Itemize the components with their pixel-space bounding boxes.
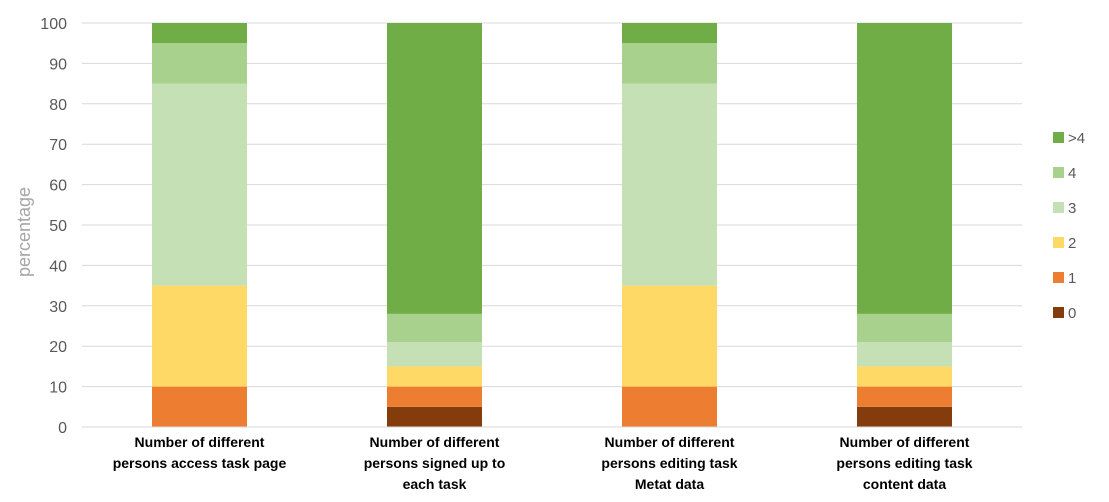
- bar-segment: [387, 23, 482, 314]
- x-category-label: Number of different: [135, 434, 265, 450]
- bar-segment: [152, 23, 247, 44]
- legend-label: >4: [1068, 130, 1085, 147]
- y-axis-tick-labels: 0 10 20 30 40 50 60 70 80 90 100: [40, 16, 67, 437]
- bar-segment: [387, 342, 482, 367]
- x-category-label: Number of different: [370, 434, 500, 450]
- bar-segment: [857, 366, 952, 387]
- y-tick-label: 70: [49, 137, 67, 154]
- bar-segment: [622, 23, 717, 44]
- y-axis-label: percentage: [14, 187, 34, 277]
- bar-segment: [387, 366, 482, 387]
- bar-segment: [152, 83, 247, 286]
- y-tick-label: 40: [49, 258, 67, 275]
- y-tick-label: 60: [49, 178, 67, 195]
- bar-segment: [152, 285, 247, 387]
- bar-segment: [857, 406, 952, 427]
- legend-swatch: [1053, 132, 1064, 143]
- x-category-label: persons access task page: [113, 455, 287, 471]
- x-axis-category-labels: Number of different persons access task p…: [113, 434, 973, 492]
- bar-segment: [857, 342, 952, 367]
- legend-swatch: [1053, 202, 1064, 213]
- legend-label: 0: [1068, 305, 1076, 322]
- bar-segment: [387, 313, 482, 343]
- bar-segment: [622, 386, 717, 427]
- x-category-label: content data: [863, 476, 946, 492]
- x-category-label: Number of different: [605, 434, 735, 450]
- x-category-label: persons signed up to: [364, 455, 506, 471]
- legend-label: 2: [1068, 235, 1076, 252]
- y-tick-label: 100: [40, 16, 67, 33]
- legend-label: 1: [1068, 270, 1076, 287]
- x-category-label: persons editing task: [836, 455, 972, 471]
- legend-swatch: [1053, 272, 1064, 283]
- x-category-label: persons editing task: [601, 455, 737, 471]
- legend-swatch: [1053, 167, 1064, 178]
- bar-segment: [857, 313, 952, 343]
- legend-label: 4: [1068, 165, 1076, 182]
- y-tick-label: 50: [49, 218, 67, 235]
- bars: [152, 23, 952, 427]
- bar-segment: [387, 406, 482, 427]
- legend-swatch: [1053, 307, 1064, 318]
- y-tick-label: 90: [49, 56, 67, 73]
- bar-segment: [622, 43, 717, 84]
- bar-segment: [622, 83, 717, 286]
- y-tick-label: 10: [49, 380, 67, 397]
- x-category-label: Metat data: [635, 476, 704, 492]
- bar-segment: [622, 285, 717, 387]
- bar-segment: [387, 386, 482, 407]
- bar-segment: [857, 386, 952, 407]
- y-tick-label: 0: [58, 420, 67, 437]
- bar-segment: [152, 386, 247, 427]
- bar-segment: [152, 43, 247, 84]
- legend-swatch: [1053, 237, 1064, 248]
- bar-segment: [857, 23, 952, 314]
- y-tick-label: 80: [49, 97, 67, 114]
- y-tick-label: 30: [49, 299, 67, 316]
- legend: >4 4 3 2 1 0: [1053, 130, 1085, 322]
- x-category-label: Number of different: [840, 434, 970, 450]
- x-category-label: each task: [403, 476, 467, 492]
- legend-label: 3: [1068, 200, 1076, 217]
- y-tick-label: 20: [49, 339, 67, 356]
